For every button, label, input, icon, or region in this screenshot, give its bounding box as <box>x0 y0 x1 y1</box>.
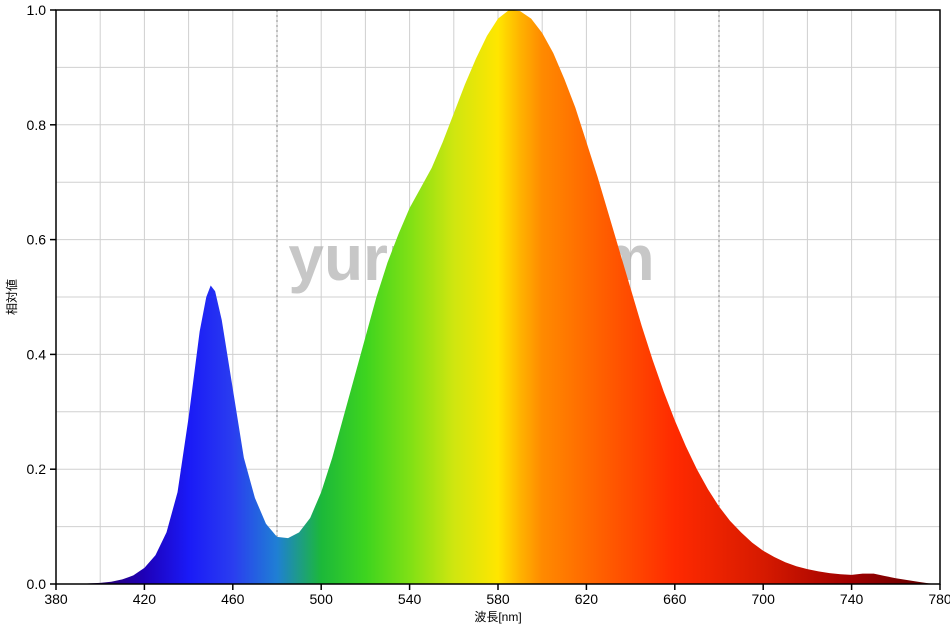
chart-svg: yurupu.com380420460500540580620660700740… <box>0 0 950 629</box>
xtick-label: 740 <box>840 591 864 607</box>
xtick-label: 420 <box>133 591 157 607</box>
x-axis-label: 波長[nm] <box>474 610 521 624</box>
ytick-label: 0.0 <box>27 576 47 592</box>
xtick-label: 580 <box>486 591 510 607</box>
ytick-label: 0.8 <box>27 117 47 133</box>
spectrum-chart: yurupu.com380420460500540580620660700740… <box>0 0 950 629</box>
ytick-label: 0.4 <box>27 346 47 362</box>
ytick-label: 0.6 <box>27 232 47 248</box>
xtick-label: 500 <box>310 591 334 607</box>
y-axis-label: 相対値 <box>4 279 19 315</box>
ytick-label: 0.2 <box>27 461 47 477</box>
xtick-label: 620 <box>575 591 599 607</box>
xtick-label: 460 <box>221 591 245 607</box>
xtick-label: 700 <box>752 591 776 607</box>
ytick-label: 1.0 <box>27 2 47 18</box>
xtick-label: 660 <box>663 591 687 607</box>
xtick-label: 780 <box>928 591 950 607</box>
xtick-label: 380 <box>44 591 68 607</box>
xtick-label: 540 <box>398 591 422 607</box>
